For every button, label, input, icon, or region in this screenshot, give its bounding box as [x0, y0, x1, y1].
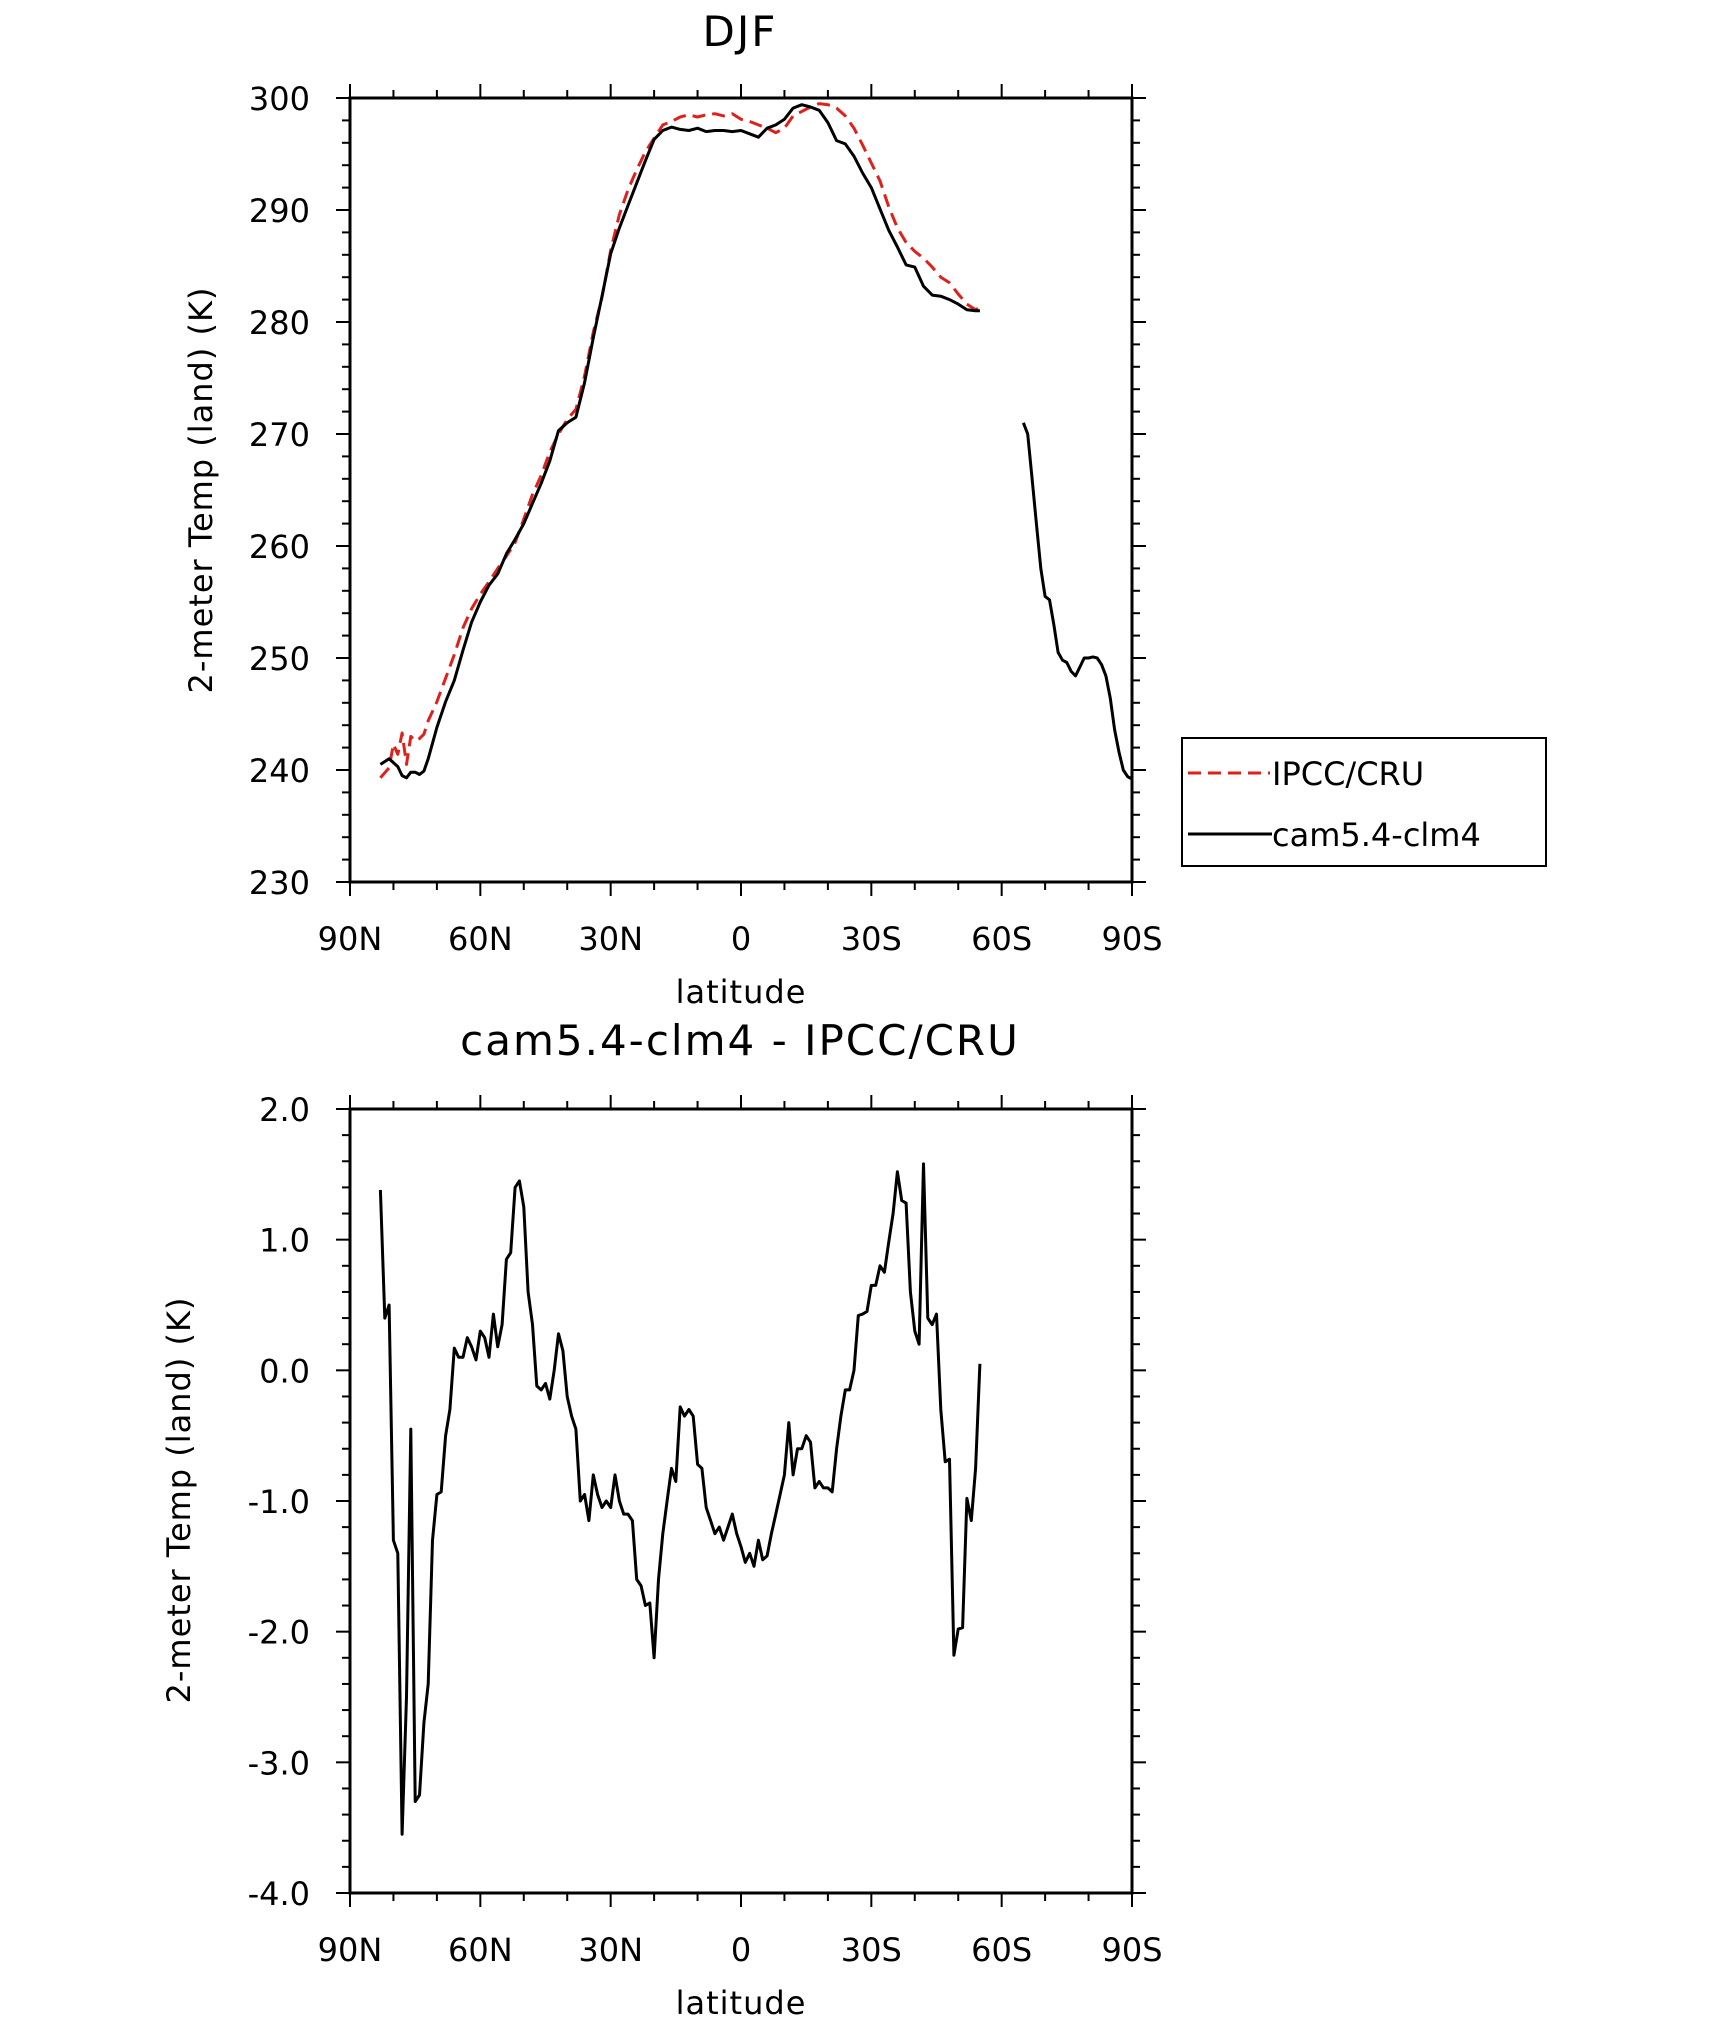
top-y-tick-labels: 230 240 250 260 270 280 290 300 [249, 80, 310, 902]
top-y-tick-label: 280 [249, 304, 310, 342]
top-y-tick-label: 240 [249, 752, 310, 790]
top-panel: DJF 230 240 250 260 270 280 290 300 90N … [182, 7, 1547, 1011]
top-x-tick-label: 90S [1101, 920, 1162, 958]
bottom-series-line-difference-0 [378, 1162, 982, 1836]
bottom-x-tick-label: 60N [448, 1931, 513, 1969]
top-plot-lines [379, 102, 1133, 781]
bottom-x-tick-label: 0 [731, 1931, 751, 1969]
top-x-tick-label: 90N [318, 920, 383, 958]
bottom-plot-frame [348, 1107, 1134, 1895]
top-y-tick-label: 260 [249, 528, 310, 566]
top-x-tick-label: 60S [971, 920, 1032, 958]
top-ticks [336, 84, 1146, 896]
top-y-tick-label: 250 [249, 640, 310, 678]
top-chart-title: DJF [703, 7, 778, 56]
bottom-plot-lines [378, 1162, 982, 1836]
bottom-x-tick-label: 60S [971, 1931, 1032, 1969]
top-x-tick-labels: 90N 60N 30N 0 30S 60S 90S [318, 920, 1163, 958]
bottom-y-axis-label: 2-meter Temp (land) (K) [160, 1297, 198, 1704]
top-legend[interactable]: IPCC/CRU cam5.4-clm4 [1181, 737, 1547, 867]
top-y-tick-label: 290 [249, 192, 310, 230]
top-x-tick-label: 60N [448, 920, 513, 958]
legend-label-ipcc-cru: IPCC/CRU [1272, 755, 1424, 793]
top-plot-frame [348, 96, 1134, 884]
bottom-y-tick-label: 1.0 [259, 1222, 310, 1260]
top-y-axis-label: 2-meter Temp (land) (K) [182, 287, 220, 694]
top-x-tick-label: 30S [841, 920, 902, 958]
top-y-tick-label: 270 [249, 416, 310, 454]
bottom-panel: cam5.4-clm4 - IPCC/CRU -4.0 -3.0 -2.0 -1… [160, 1016, 1163, 2021]
legend-label-cam5-clm4: cam5.4-clm4 [1272, 816, 1481, 854]
top-series-line-ipcc-cru-0 [379, 102, 981, 779]
bottom-x-tick-label: 90N [318, 1931, 383, 1969]
bottom-x-tick-label: 90S [1101, 1931, 1162, 1969]
top-series-line-cam5-4-clm4-0 [379, 103, 980, 780]
bottom-x-tick-label: 30S [841, 1931, 902, 1969]
bottom-chart-title: cam5.4-clm4 - IPCC/CRU [460, 1016, 1020, 1065]
bottom-x-tick-labels: 90N 60N 30N 0 30S 60S 90S [318, 1931, 1163, 1969]
bottom-y-tick-labels: -4.0 -3.0 -2.0 -1.0 0.0 1.0 2.0 [248, 1091, 310, 1913]
bottom-y-tick-label: -1.0 [248, 1483, 310, 1521]
bottom-x-axis-label: latitude [676, 1984, 807, 2021]
top-series-line-cam5-4-clm4-1 [1021, 422, 1133, 781]
top-x-axis-label: latitude [676, 973, 807, 1011]
bottom-y-tick-label: -3.0 [248, 1744, 310, 1782]
top-y-tick-label: 230 [249, 864, 310, 902]
bottom-y-tick-label: -4.0 [248, 1875, 310, 1913]
legend-box [1181, 737, 1547, 867]
bottom-y-tick-label: 0.0 [259, 1352, 310, 1390]
bottom-y-tick-label: 2.0 [259, 1091, 310, 1129]
bottom-y-tick-label: -2.0 [248, 1614, 310, 1652]
top-x-tick-label: 0 [731, 920, 751, 958]
top-y-tick-label: 300 [249, 80, 310, 118]
bottom-x-tick-label: 30N [578, 1931, 643, 1969]
bottom-ticks [336, 1095, 1146, 1907]
top-x-tick-label: 30N [578, 920, 643, 958]
